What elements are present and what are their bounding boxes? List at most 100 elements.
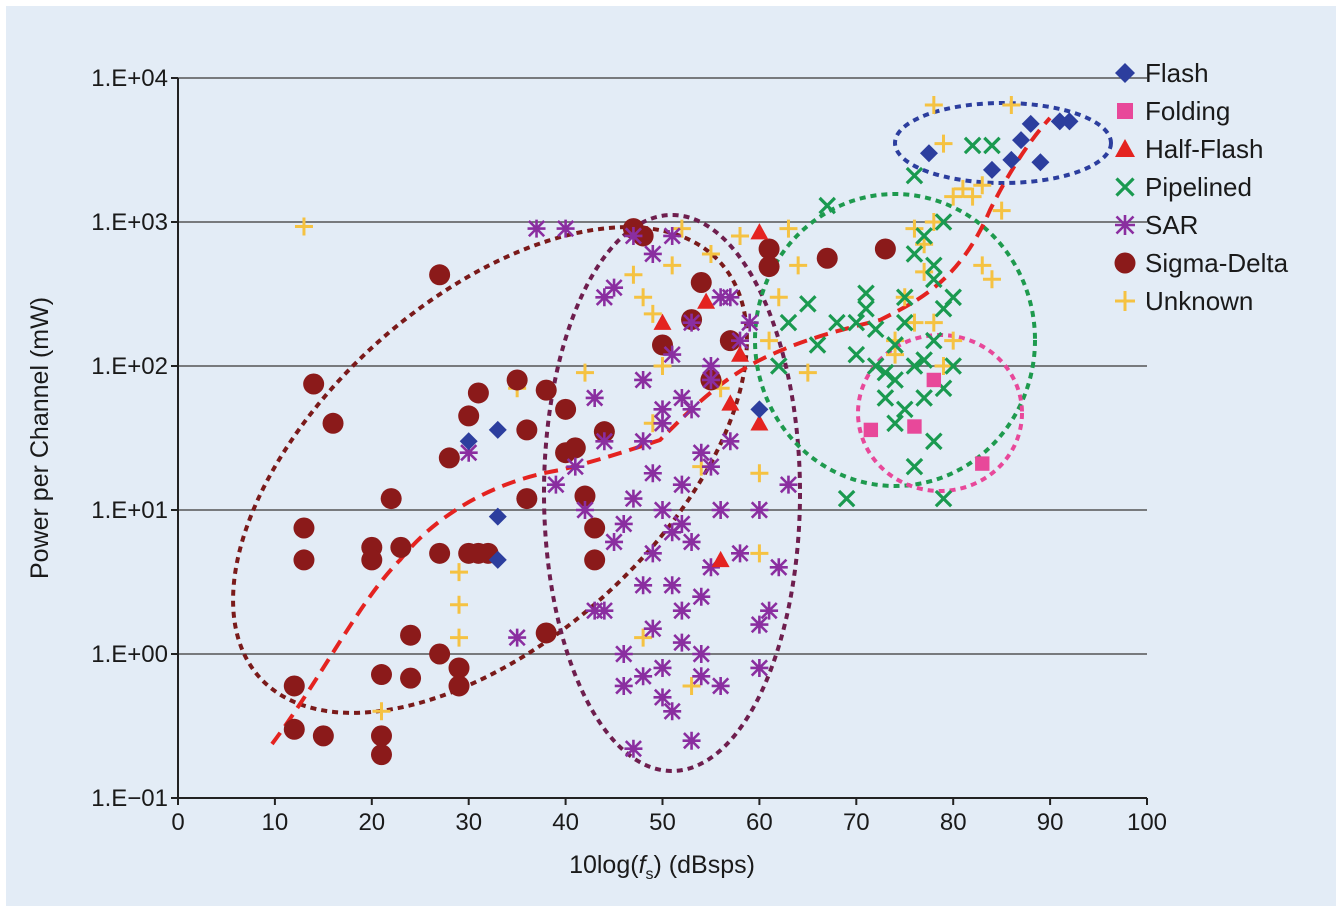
x-tick-label: 10: [262, 809, 289, 836]
legend-marker-unknown: [1115, 291, 1135, 311]
sigma-delta-point: [283, 718, 305, 740]
y-tick-label: 1.E+00: [91, 641, 168, 668]
x-tick-label: 40: [552, 809, 579, 836]
half-flash-point: [653, 313, 672, 330]
sar-point: [595, 288, 614, 307]
series-sar: [459, 219, 798, 758]
sar-point: [779, 475, 798, 494]
sar-point: [711, 288, 730, 307]
sar-point: [663, 226, 682, 245]
x-tick-label: 30: [455, 809, 482, 836]
legend-item-pipelined: Pipelined: [1115, 172, 1252, 202]
pipelined-point: [895, 313, 914, 332]
unknown-point: [294, 217, 313, 236]
pipelined-point: [905, 357, 924, 375]
legend-item-half-flash: Half-Flash: [1115, 134, 1263, 164]
unknown-point: [760, 331, 779, 350]
series-flash: [459, 112, 1079, 569]
sar-point: [575, 501, 594, 519]
sar-point: [663, 576, 682, 595]
sar-point: [692, 443, 711, 462]
pipelined-point: [847, 345, 866, 364]
sigma-delta-point: [874, 238, 896, 260]
pipelined-point: [866, 357, 885, 375]
unknown-point: [663, 256, 682, 275]
sigma-delta-point: [370, 744, 392, 766]
sigma-delta-point: [322, 412, 344, 434]
y-tick-label: 1.E+03: [91, 209, 168, 236]
sar-point: [731, 544, 750, 563]
data-points: [283, 95, 1079, 766]
legend: Flash Folding Half-Flash Pipelined SAR Sigma-…: [1114, 58, 1289, 316]
sar-point: [634, 576, 653, 595]
unknown-point: [682, 676, 701, 695]
unknown-point: [634, 288, 653, 307]
pipelined-point: [886, 414, 904, 433]
sigma-delta-point: [370, 664, 392, 686]
pipelined-point: [876, 363, 895, 382]
legend-label: Pipelined: [1145, 172, 1252, 202]
sar-point: [556, 219, 575, 238]
unknown-point: [643, 304, 662, 323]
sigma-delta-point: [293, 517, 315, 539]
sar-point: [585, 601, 604, 620]
flash-point: [488, 550, 507, 569]
pipelined-point: [915, 351, 933, 369]
pipelined-point: [934, 213, 953, 231]
sar-point: [760, 601, 779, 620]
pipelined-point: [905, 245, 924, 263]
sigma-delta-point: [758, 238, 780, 260]
pipelined-point: [983, 136, 1001, 155]
sar-point: [701, 357, 720, 375]
sigma-delta-point: [312, 725, 334, 747]
x-tick-label: 50: [649, 809, 676, 836]
flash-point: [1031, 153, 1050, 172]
sigma-delta-point: [535, 622, 557, 644]
x-tick-labels: 0 10 20 30 40 50 60 70 80 90 100: [171, 798, 1167, 836]
flash-point: [1021, 114, 1040, 133]
unknown-point: [731, 226, 750, 245]
sar-point: [527, 219, 546, 238]
flash-cluster-ellipse: [893, 101, 1113, 185]
sigma-delta-point: [448, 675, 470, 697]
legend-marker-folding: [1117, 103, 1133, 119]
legend-marker-sigma-delta: [1114, 252, 1136, 274]
series-folding: [863, 372, 990, 471]
pipelined-point: [779, 313, 798, 332]
sar-point: [663, 702, 682, 721]
unknown-point: [944, 187, 963, 206]
half-flash-point: [711, 550, 730, 568]
sar-point: [624, 489, 643, 508]
sigma-delta-point: [390, 536, 412, 558]
flash-point: [982, 160, 1001, 179]
sigma-delta-point: [380, 488, 402, 510]
sar-point: [643, 544, 662, 563]
unknown-point: [924, 313, 943, 332]
sar-point: [643, 464, 662, 483]
legend-label: Half-Flash: [1145, 134, 1263, 164]
sigma-delta-point: [429, 643, 451, 665]
sigma-delta-point: [816, 247, 838, 269]
sar-point: [643, 244, 662, 263]
unknown-point: [915, 262, 934, 281]
legend-marker-pipelined: [1115, 177, 1135, 197]
y-tick-label: 1.E+02: [91, 353, 168, 380]
sar-point: [595, 432, 614, 451]
sar-point: [653, 658, 672, 677]
sigma-delta-point: [584, 549, 606, 571]
pipelined-point: [925, 432, 943, 451]
unknown-point: [750, 464, 769, 483]
pipelined-point: [808, 336, 827, 354]
sigma-delta-cluster-ellipse: [231, 225, 749, 715]
sar-point: [663, 523, 682, 542]
pipelined-point: [799, 295, 817, 313]
pipelined-point: [944, 288, 962, 307]
sar-point: [682, 532, 701, 551]
sigma-delta-point: [361, 549, 383, 571]
sar-point: [750, 658, 769, 677]
sigma-delta-point: [516, 488, 538, 510]
sar-point: [566, 457, 585, 476]
pipelined-point: [934, 489, 953, 508]
unknown-point: [1002, 95, 1021, 114]
sar-point: [682, 313, 701, 332]
